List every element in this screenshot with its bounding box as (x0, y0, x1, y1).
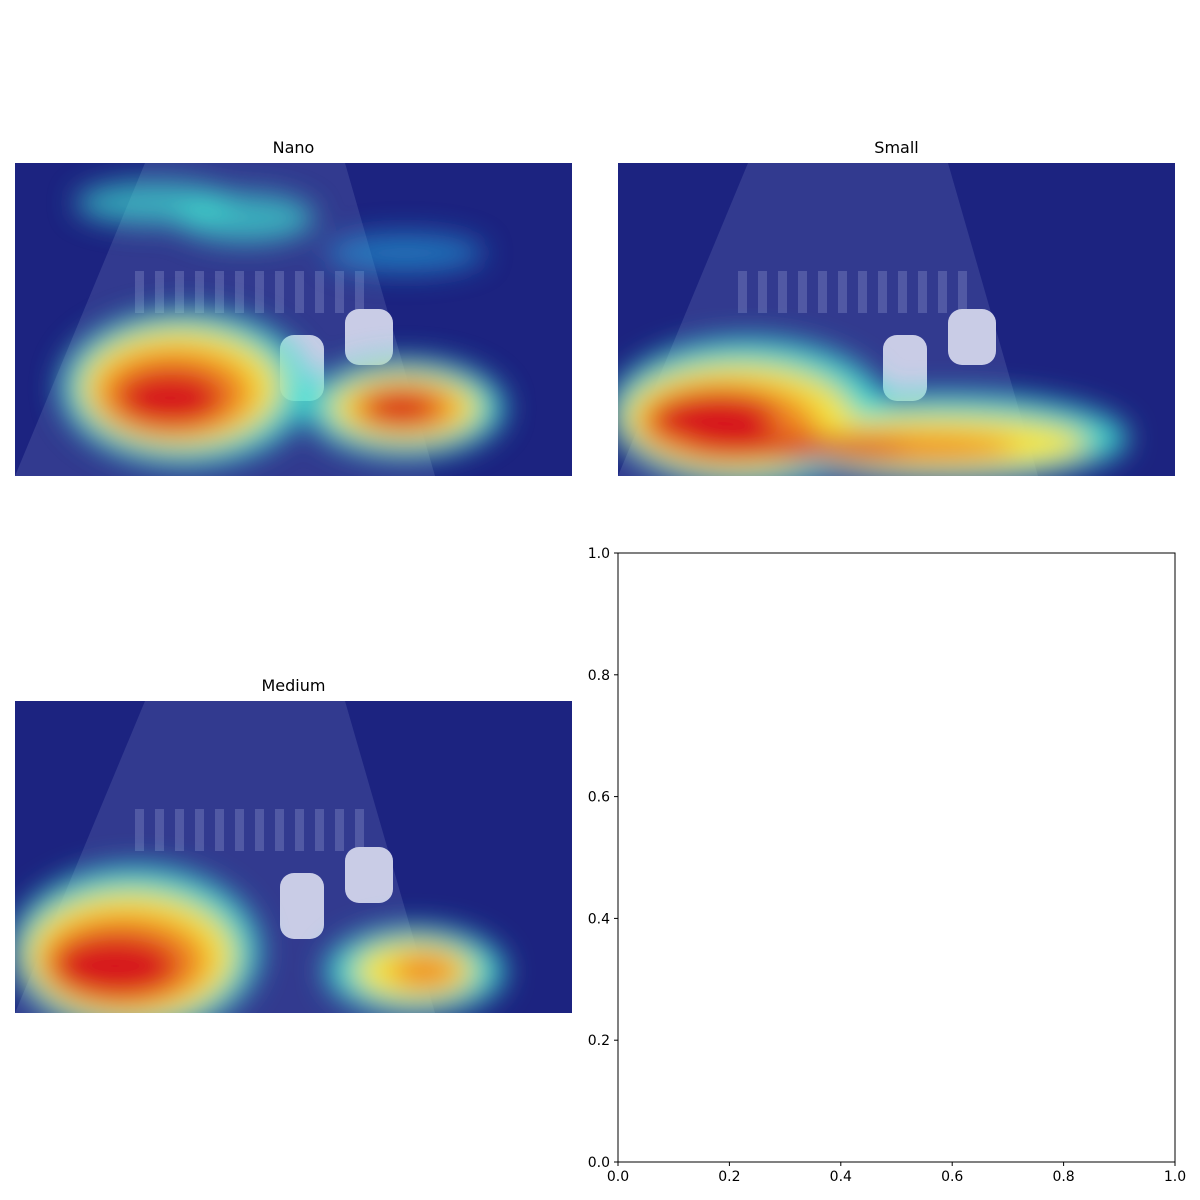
panel-title-medium: Medium (261, 676, 326, 695)
y-tick-label: 0.2 (588, 1033, 610, 1049)
y-tick-label: 0.0 (588, 1155, 610, 1171)
panel-title-nano: Nano (272, 138, 315, 157)
panel-title-small: Small (874, 138, 919, 157)
heatmap-nano (15, 163, 572, 476)
x-tick-label: 0.0 (607, 1169, 629, 1185)
y-tick-label: 0.6 (588, 790, 610, 806)
x-tick-label: 1.0 (1164, 1169, 1186, 1185)
x-tick-label: 0.4 (830, 1169, 852, 1185)
axes-frame (617, 552, 1176, 1163)
x-tick-label: 0.6 (941, 1169, 963, 1185)
y-tick-label: 0.4 (588, 911, 610, 927)
y-tick-label: 1.0 (588, 546, 610, 562)
heatmap-small (618, 163, 1175, 476)
y-tick-label: 0.8 (588, 668, 610, 684)
heatmap-medium (15, 701, 572, 1013)
x-tick-label: 0.8 (1052, 1169, 1074, 1185)
x-tick-label: 0.2 (718, 1169, 740, 1185)
